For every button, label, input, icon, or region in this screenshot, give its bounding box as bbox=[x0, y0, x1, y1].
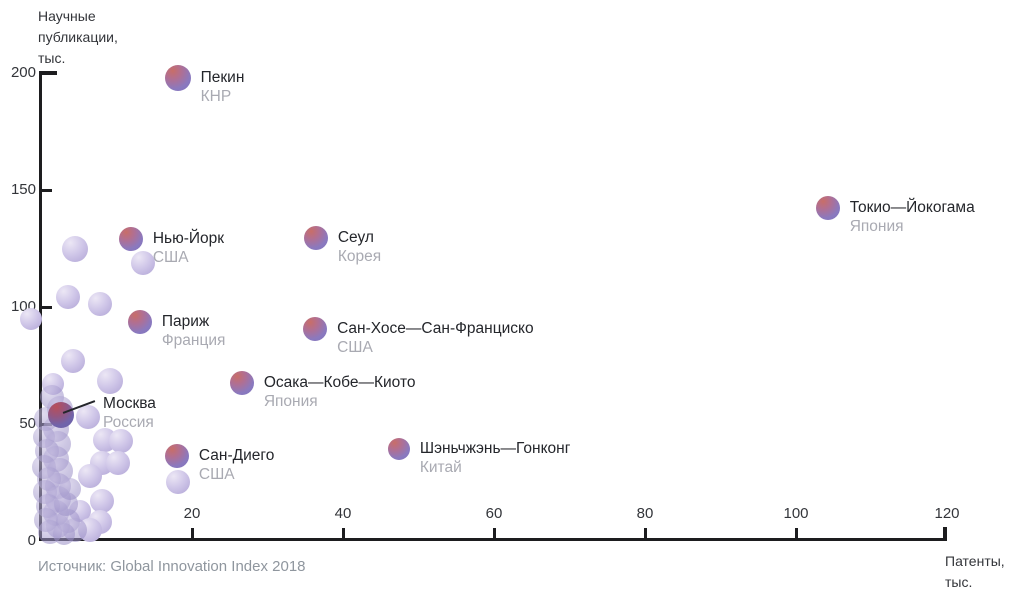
y-tick bbox=[40, 305, 52, 309]
x-tick-label: 100 bbox=[783, 505, 809, 522]
background-bubble bbox=[52, 522, 75, 545]
city-name: Шэньчжэнь—Гонконг bbox=[419, 439, 571, 457]
x-tick bbox=[794, 528, 798, 540]
source-note: Источник: Global Innovation Index 2018 bbox=[38, 558, 306, 575]
city-bubble bbox=[303, 225, 328, 250]
y-tick-label: 150 bbox=[10, 181, 36, 198]
city-label: Сан-Диего США bbox=[199, 446, 274, 484]
background-bubble bbox=[130, 251, 155, 275]
city-bubble bbox=[47, 401, 74, 428]
x-tick bbox=[643, 528, 647, 540]
background-bubble bbox=[75, 404, 100, 429]
city-name: Пекин bbox=[200, 68, 245, 86]
x-tick bbox=[341, 528, 345, 540]
background-bubble bbox=[96, 367, 123, 394]
x-tick-label: 120 bbox=[934, 505, 960, 522]
country-name: Россия bbox=[103, 414, 154, 431]
background-bubble bbox=[165, 470, 190, 495]
city-bubble bbox=[229, 371, 254, 396]
city-name: Москва bbox=[103, 395, 156, 412]
country-name: Китай bbox=[419, 458, 462, 476]
background-bubble bbox=[78, 463, 103, 488]
x-tick-label: 20 bbox=[183, 505, 201, 522]
y-tick-label: 200 bbox=[10, 64, 36, 81]
country-name: США bbox=[152, 249, 189, 267]
x-tick bbox=[492, 528, 496, 540]
city-label: Осака—Кобе—Киото Япония bbox=[264, 373, 416, 411]
background-bubble bbox=[106, 451, 130, 476]
background-bubble bbox=[20, 307, 43, 330]
city-label: Шэньчжэнь—Гонконг Китай bbox=[420, 439, 571, 477]
x-axis-title: Патенты, тыс. bbox=[945, 553, 1005, 590]
city-name: Париж bbox=[161, 313, 210, 331]
city-label: Нью-Йорк США bbox=[153, 229, 224, 267]
city-name: Сеул bbox=[337, 228, 374, 246]
city-bubble bbox=[387, 437, 410, 460]
city-bubble bbox=[815, 195, 840, 220]
city-bubble bbox=[164, 443, 189, 468]
city-name: Осака—Кобе—Киото bbox=[263, 374, 416, 392]
city-label: Москва Россия bbox=[103, 394, 156, 432]
y-axis-end-cap bbox=[40, 71, 57, 75]
x-tick-label: 80 bbox=[636, 505, 654, 522]
x-tick bbox=[190, 528, 194, 540]
city-label: Токио—Йокогама Япония bbox=[850, 198, 975, 236]
y-tick-label: 0 bbox=[27, 532, 36, 549]
city-bubble bbox=[164, 64, 191, 91]
x-tick-label: 40 bbox=[334, 505, 352, 522]
background-bubble bbox=[60, 349, 85, 374]
country-name: Япония bbox=[849, 217, 904, 235]
country-name: КНР bbox=[200, 87, 232, 105]
city-name: Сан-Хосе—Сан-Франциско bbox=[337, 320, 534, 338]
city-name: Сан-Диего bbox=[198, 446, 275, 464]
city-bubble bbox=[303, 317, 328, 342]
country-name: Франция bbox=[161, 332, 226, 350]
city-label: Пекин КНР bbox=[201, 68, 245, 106]
country-name: США bbox=[337, 339, 373, 357]
y-tick-label: 50 bbox=[19, 415, 36, 432]
background-bubble bbox=[58, 478, 81, 501]
city-name: Нью-Йорк bbox=[152, 230, 225, 248]
y-axis-title: Научные публикации, тыс. bbox=[38, 8, 118, 66]
country-name: Япония bbox=[263, 393, 318, 411]
background-bubble bbox=[90, 488, 115, 513]
country-name: США bbox=[198, 465, 235, 483]
city-bubble bbox=[118, 227, 143, 252]
city-name: Токио—Йокогама bbox=[849, 198, 975, 216]
city-label: Париж Франция bbox=[162, 312, 226, 350]
country-name: Корея bbox=[337, 247, 382, 265]
background-bubble bbox=[87, 291, 112, 316]
background-bubble bbox=[109, 429, 134, 454]
x-axis-end-cap bbox=[943, 527, 947, 541]
x-tick-label: 60 bbox=[485, 505, 503, 522]
city-label: Сеул Корея bbox=[338, 228, 381, 266]
city-label: Сан-Хосе—Сан-Франциско США bbox=[337, 319, 534, 357]
y-tick bbox=[40, 188, 52, 192]
background-bubble bbox=[56, 284, 81, 309]
city-bubble bbox=[127, 310, 152, 335]
background-bubble bbox=[61, 235, 88, 262]
